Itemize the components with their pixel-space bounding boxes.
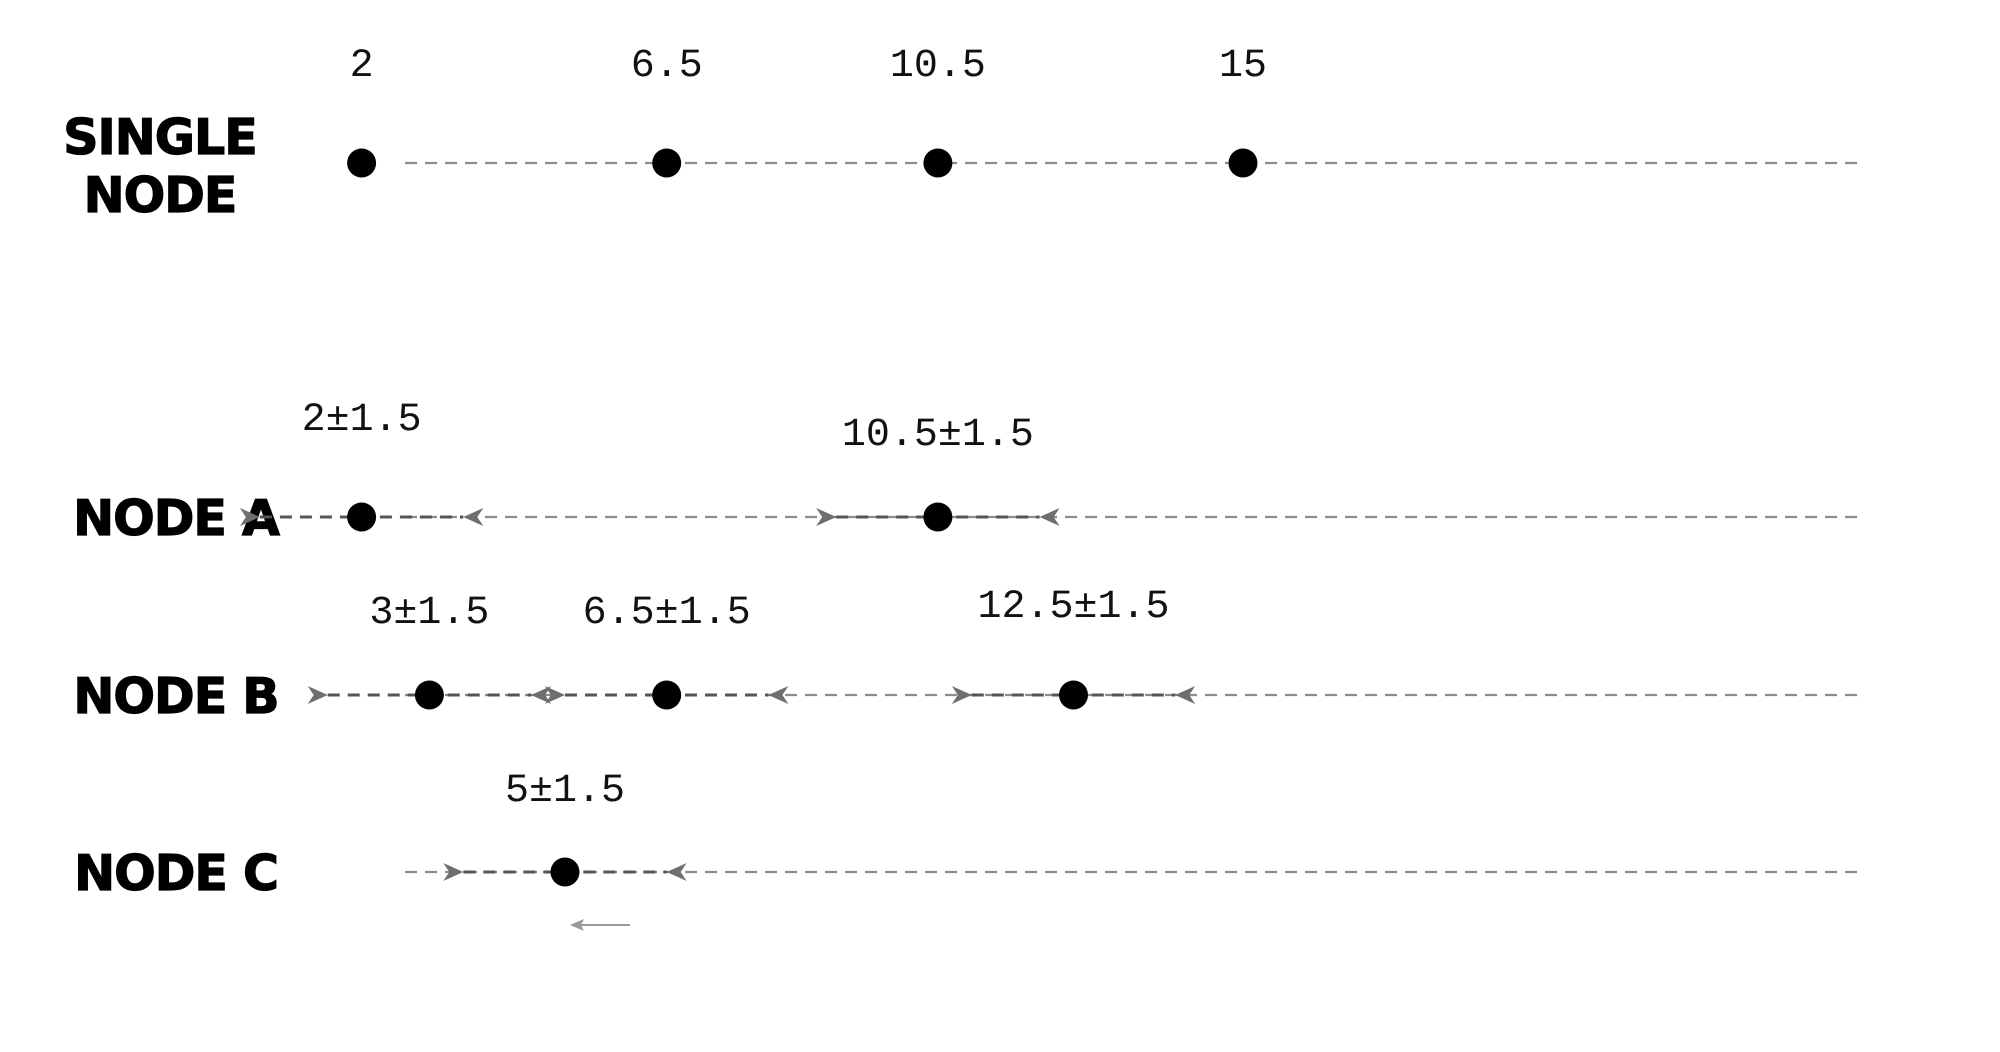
- event-value-label: 12.5±1.5: [977, 585, 1169, 630]
- event-value-label: 10.5: [890, 44, 986, 89]
- row-label-node-c: NODE C: [74, 845, 278, 902]
- event-point: [652, 148, 682, 178]
- event-value-label: 5±1.5: [505, 769, 625, 814]
- range-start-arrow: [545, 686, 565, 704]
- range-start-arrow: [239, 508, 260, 526]
- event-value-label: 6.5±1.5: [583, 591, 751, 636]
- event-value-label: 6.5: [631, 44, 703, 89]
- range-start-arrow: [816, 508, 837, 526]
- range-end-arrow: [1039, 508, 1060, 526]
- row-label-line: NODE C: [74, 845, 278, 902]
- hint-head: [570, 919, 584, 931]
- range-end-arrow: [463, 508, 484, 526]
- range-end-arrow: [1175, 686, 1196, 704]
- row-label-line: SINGLE: [63, 109, 256, 166]
- range-start-arrow: [307, 686, 328, 704]
- event-point: [347, 148, 377, 178]
- row-label-node-b: NODE B: [73, 668, 278, 725]
- event-value-label: 3±1.5: [369, 591, 489, 636]
- left-arrow-icon: [570, 919, 630, 931]
- event-point: [1059, 680, 1088, 710]
- range-end-arrow: [768, 686, 789, 704]
- event-value-label: 2±1.5: [302, 398, 422, 443]
- row-label-single-node: SINGLE NODE: [63, 109, 256, 224]
- range-start-arrow: [443, 863, 464, 881]
- event-point: [652, 680, 682, 710]
- range-start-arrow: [951, 686, 972, 704]
- row-label-line: NODE B: [73, 668, 278, 725]
- event-point: [1228, 148, 1258, 178]
- range-end-arrow: [531, 686, 552, 704]
- event-value-label: 15: [1219, 44, 1267, 89]
- event-point: [414, 680, 444, 710]
- row-single-node: SINGLE NODE 2 6.5 10.5 15: [63, 44, 1865, 225]
- row-node-a: NODE A2±1.5 10.5±1.5: [73, 398, 1865, 548]
- range-end-arrow: [666, 863, 687, 881]
- event-point: [550, 857, 580, 887]
- row-label-line: NODE: [84, 167, 237, 224]
- event-value-label: 2: [350, 44, 374, 89]
- row-node-c: NODE C 5±1.5: [73, 769, 1865, 903]
- event-point: [923, 148, 953, 178]
- event-point: [347, 502, 377, 532]
- row-node-b: NODE B 3±1.5 6.5±1.5 12.5±1.5: [73, 585, 1865, 726]
- event-point: [923, 502, 953, 532]
- event-value-label: 10.5±1.5: [842, 413, 1034, 458]
